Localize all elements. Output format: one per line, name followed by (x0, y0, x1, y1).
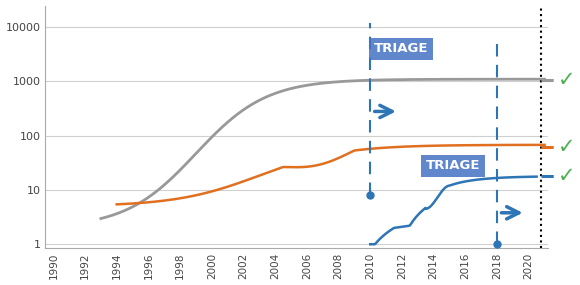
Text: TRIAGE: TRIAGE (374, 42, 428, 55)
Text: ✓: ✓ (558, 137, 575, 157)
Text: TRIAGE: TRIAGE (426, 159, 480, 172)
Text: ✓: ✓ (558, 166, 575, 186)
Text: ✓: ✓ (558, 70, 575, 90)
